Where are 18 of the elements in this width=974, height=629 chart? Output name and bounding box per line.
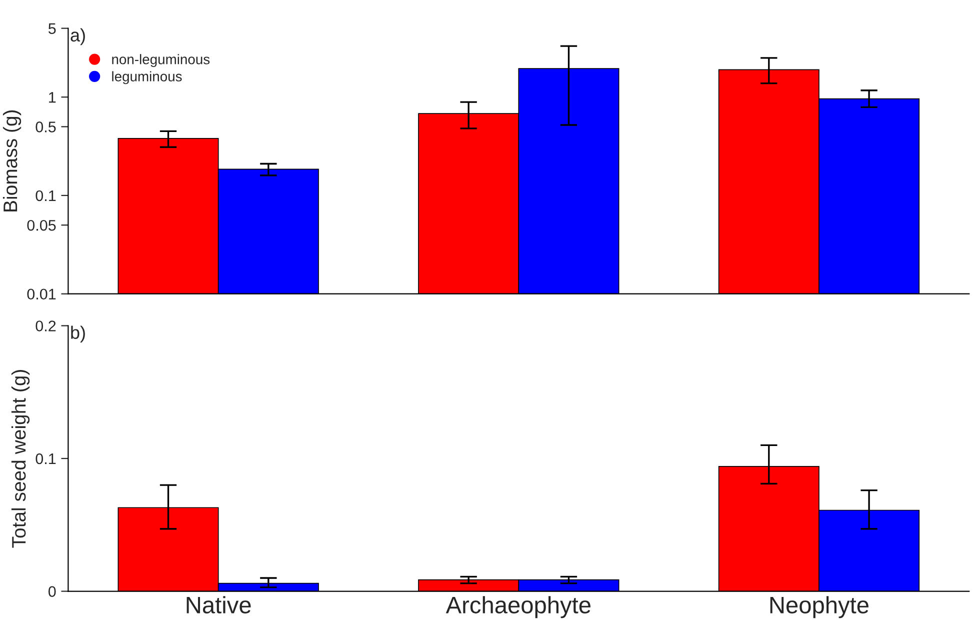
x-tick-label: Archaeophyte [446,596,590,618]
legend-label: leguminous [112,71,182,84]
y-tick-label: 1 [49,92,56,103]
y-axis-title: Biomass (g) [2,110,22,212]
y-tick-label: 0.1 [36,453,56,464]
annotation: a) [70,28,85,46]
y-tick-label: 0.5 [36,122,56,132]
y-tick-label: 5 [48,23,56,34]
y-tick-label: 0.05 [27,220,56,231]
y-tick-label: 0.2 [36,320,56,332]
legend-label: non-leguminous [112,54,210,68]
y-tick-label: 0.1 [36,190,56,202]
y-tick-label: 0.01 [27,288,56,300]
y-tick-label: 0 [48,586,56,597]
x-tick-label: Neophyte [770,596,868,618]
y-axis-title: Total seed weight (g) [11,370,30,548]
annotation: b) [71,326,85,343]
x-tick-label: Native [186,596,251,614]
